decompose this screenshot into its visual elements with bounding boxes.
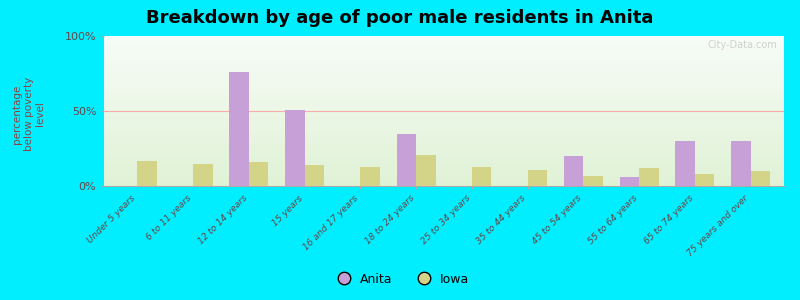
Bar bbox=[305, 165, 324, 186]
Text: City-Data.com: City-Data.com bbox=[707, 40, 778, 50]
Bar bbox=[472, 167, 491, 186]
Bar bbox=[230, 72, 249, 186]
Bar bbox=[731, 141, 750, 186]
Bar bbox=[583, 176, 603, 186]
Bar bbox=[360, 167, 380, 186]
Bar bbox=[285, 110, 305, 186]
Text: Breakdown by age of poor male residents in Anita: Breakdown by age of poor male residents … bbox=[146, 9, 654, 27]
Bar bbox=[397, 134, 416, 186]
Bar bbox=[249, 162, 269, 186]
Legend: Anita, Iowa: Anita, Iowa bbox=[326, 268, 474, 291]
Bar bbox=[695, 174, 714, 186]
Bar bbox=[675, 141, 695, 186]
Bar bbox=[639, 168, 658, 186]
Bar bbox=[750, 171, 770, 186]
Bar bbox=[619, 177, 639, 186]
Bar bbox=[564, 156, 583, 186]
Bar bbox=[416, 154, 436, 186]
Text: percentage
below poverty
level: percentage below poverty level bbox=[12, 77, 46, 151]
Bar bbox=[193, 164, 213, 186]
Bar bbox=[528, 169, 547, 186]
Bar bbox=[138, 160, 157, 186]
